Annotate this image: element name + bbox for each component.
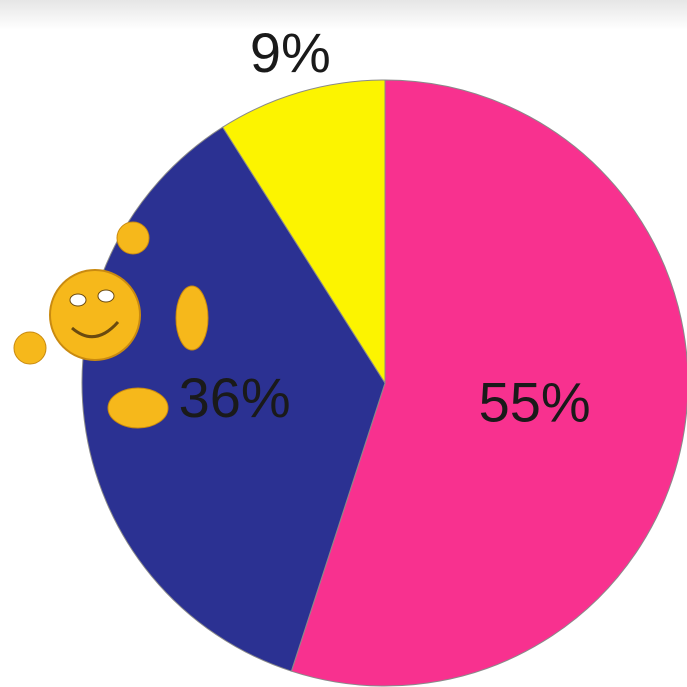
slice-label: 55% [479, 370, 591, 433]
pie [81, 79, 687, 687]
labels: 55% 36% 9% [179, 21, 591, 434]
top-shade [0, 0, 687, 30]
pie-slice [290, 79, 687, 687]
slice-label: 36% [179, 366, 291, 429]
decoration-smiley [13, 221, 209, 429]
slice-label: 9% [250, 21, 331, 84]
pie-slice [221, 79, 386, 385]
pie-slice [81, 126, 386, 672]
